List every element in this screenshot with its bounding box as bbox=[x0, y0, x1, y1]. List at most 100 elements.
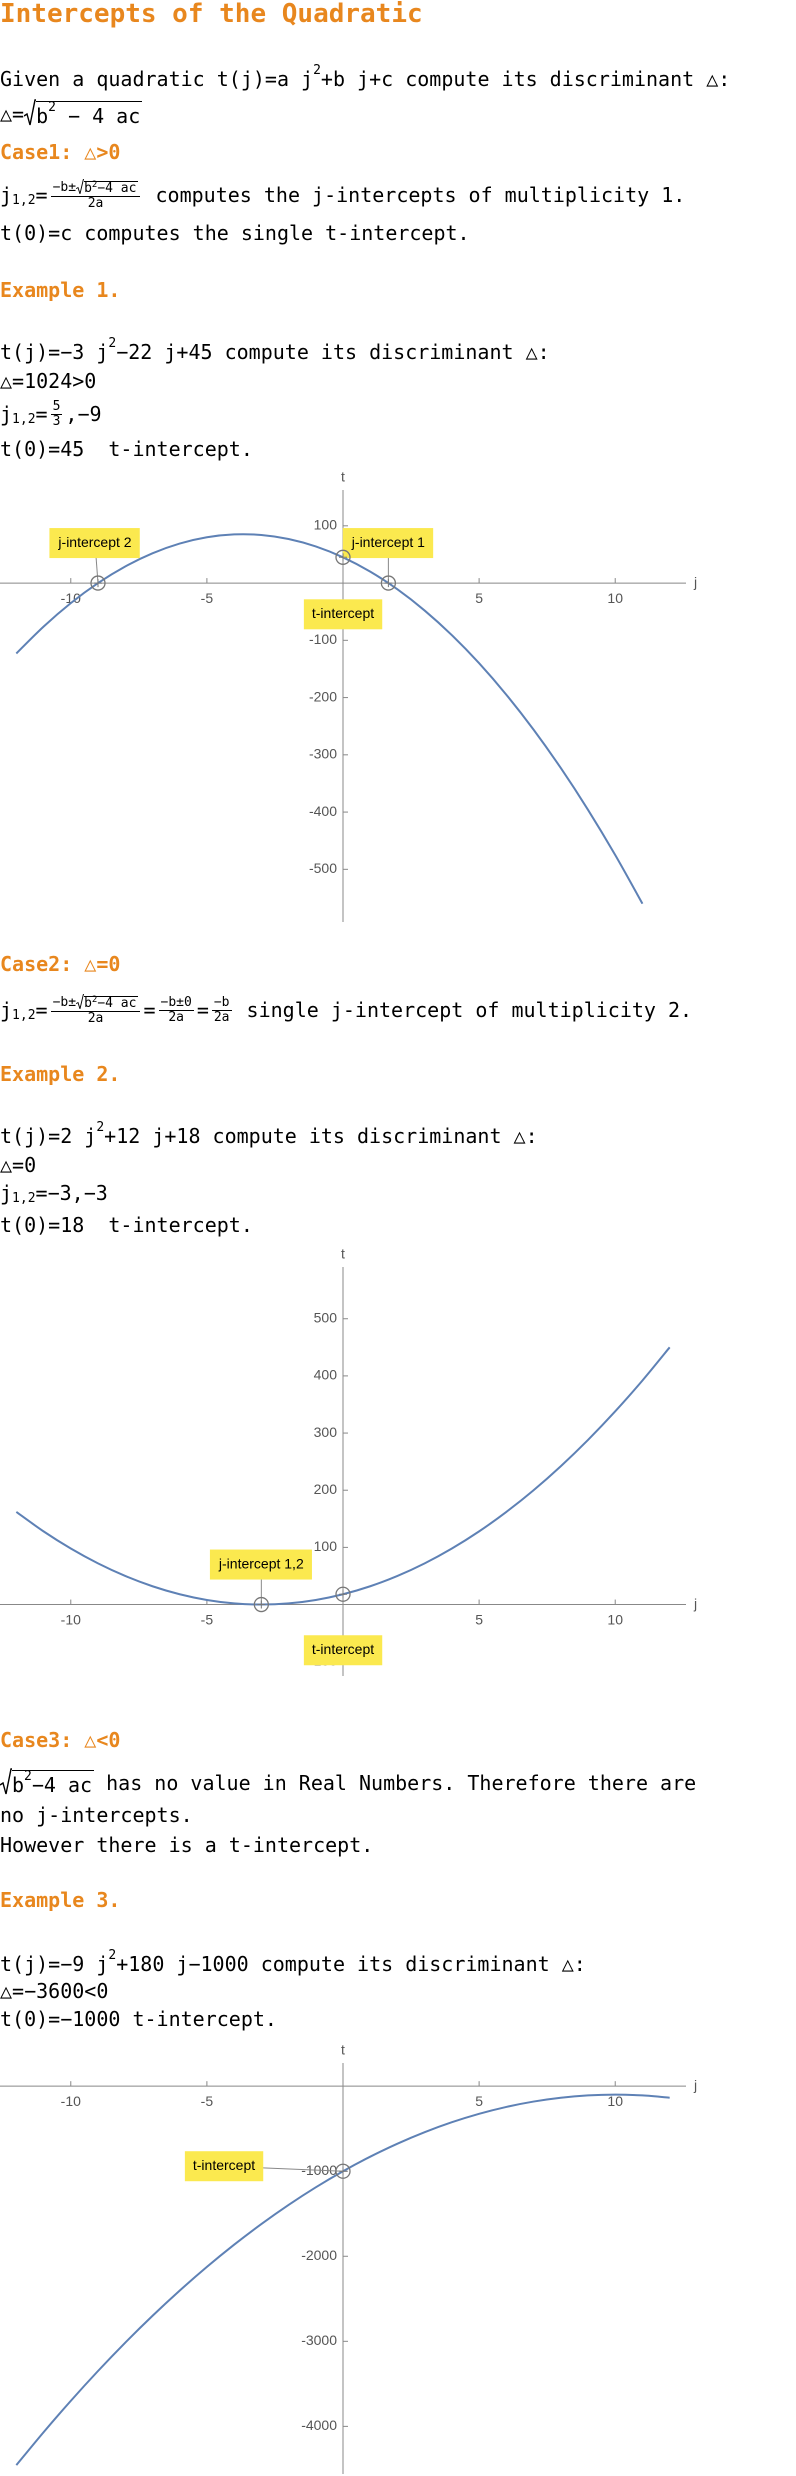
text-line: t(0)=c computes the single t-intercept. bbox=[0, 219, 470, 247]
fraction: −b± b 2 −4 ac 2a bbox=[50, 179, 141, 211]
y-tick-label: -100 bbox=[309, 631, 337, 647]
text-run: t(j)=−9 j bbox=[0, 1952, 109, 1976]
text-run: +b j+c compute its discriminant △: bbox=[320, 67, 731, 91]
numerator: 5 bbox=[50, 399, 63, 415]
text-line: t(0)=18 t-intercept. bbox=[0, 1211, 253, 1239]
x-axis-label: j bbox=[693, 574, 697, 590]
square-root: b 2 −4 ac bbox=[76, 994, 139, 1011]
radical-stroke bbox=[0, 1767, 12, 1794]
section-heading: Example 1. bbox=[0, 278, 121, 302]
square-root: b 2 −4 ac bbox=[76, 179, 139, 196]
fraction: −b± b 2 −4 ac 2a bbox=[50, 994, 141, 1026]
x-tick-label: -10 bbox=[61, 1611, 81, 1627]
point-cross bbox=[384, 579, 393, 588]
x-tick-label: 10 bbox=[607, 1611, 623, 1627]
y-tick-label: 200 bbox=[314, 1481, 338, 1497]
y-tick-label: -2000 bbox=[301, 2247, 337, 2263]
text-line: t(j)=−3 j 2 −22 j+45 compute its discrimin… bbox=[0, 336, 550, 366]
text-run: △= bbox=[0, 102, 25, 126]
text-run: =−3,−3 bbox=[35, 1181, 108, 1205]
point-cross bbox=[94, 579, 102, 588]
superscript: 2 bbox=[108, 336, 117, 351]
text-line: △=1024>0 bbox=[0, 367, 96, 395]
radicand: b 2 −4 ac bbox=[12, 1769, 95, 1799]
text-run: ,−9 bbox=[65, 402, 102, 426]
text-run: t(j)=2 j bbox=[0, 1124, 97, 1148]
text-run: Given a quadratic t(j)=a j bbox=[0, 67, 314, 91]
text-run: 3 bbox=[52, 413, 61, 429]
numerator: −b±0 bbox=[158, 995, 194, 1011]
fraction: −b 2a bbox=[211, 995, 232, 1025]
radical-sign bbox=[76, 994, 85, 1009]
radicand: b 2 −4 ac bbox=[84, 995, 139, 1011]
denominator: 2a bbox=[212, 1009, 232, 1025]
intercept-point bbox=[90, 575, 106, 591]
annotation-box bbox=[209, 1549, 312, 1580]
radical-stroke bbox=[24, 98, 37, 125]
denominator: 2a bbox=[166, 1010, 186, 1025]
annotation-box bbox=[303, 1635, 383, 1666]
text-line: no j-intercepts. bbox=[0, 1801, 193, 1829]
y-axis-label: t bbox=[341, 2042, 345, 2058]
x-tick-label: -5 bbox=[201, 590, 214, 606]
x-tick-label: 5 bbox=[475, 2093, 483, 2109]
text-run: 2a bbox=[87, 196, 104, 211]
y-tick-label: 500 bbox=[314, 1309, 338, 1325]
intercept-point bbox=[335, 549, 351, 565]
y-tick-label: 100 bbox=[314, 517, 338, 533]
radicand: b 2 −4 ac bbox=[84, 180, 139, 196]
text-run: − 4 ac bbox=[55, 103, 141, 128]
section-heading: Case3: △<0 bbox=[0, 1728, 121, 1752]
numerator: −b± b 2 −4 ac bbox=[50, 994, 141, 1012]
text-run: −4 ac bbox=[97, 996, 137, 1011]
y-tick-label: -4000 bbox=[301, 2417, 337, 2433]
text-line: j 1,2 = −b± b 2 −4 ac 2a = −b±0 2a = −b 2a single j-i… bbox=[0, 994, 692, 1026]
text-run: −4 ac bbox=[97, 181, 137, 196]
x-tick-label: -10 bbox=[61, 2093, 81, 2109]
y-tick-label: -500 bbox=[309, 860, 337, 876]
text-run: −4 ac bbox=[31, 1772, 93, 1797]
annotation-label: t-intercept bbox=[193, 2157, 255, 2173]
text-run: b bbox=[84, 996, 92, 1011]
subscript: 1,2 bbox=[12, 412, 36, 427]
text-line: j 1,2 =−3,−3 bbox=[0, 1179, 108, 1207]
text-run: t(0)=45 t-intercept. bbox=[0, 437, 253, 461]
annotation-box bbox=[184, 2151, 264, 2182]
text-run: t(0)=18 t-intercept. bbox=[0, 1213, 253, 1237]
text-run: 2a bbox=[213, 1009, 230, 1025]
x-tick-label: -5 bbox=[201, 2093, 214, 2109]
text-run: j bbox=[0, 998, 13, 1022]
denominator: 2a bbox=[86, 197, 106, 211]
text-run: t(0)=c computes the single t-intercept. bbox=[0, 221, 470, 245]
text-run: computes the j-intercepts of multiplicit… bbox=[143, 183, 686, 207]
document-title: Intercepts of the Quadratic bbox=[0, 0, 423, 29]
y-tick-label: -400 bbox=[309, 803, 337, 819]
text-line: j 1,2 = −b± b 2 −4 ac 2a computes the j-interce… bbox=[0, 179, 686, 211]
text-run: −b± bbox=[52, 994, 77, 1010]
text-run: = bbox=[35, 998, 48, 1022]
point-cross bbox=[339, 2167, 347, 2176]
text-run: △=1024>0 bbox=[0, 369, 97, 393]
section-heading: Example 3. bbox=[0, 1888, 121, 1912]
radical-stroke bbox=[76, 994, 85, 1009]
superscript: 2 bbox=[108, 1948, 117, 1963]
text-run: t(j)=−3 j bbox=[0, 340, 109, 364]
text-run: j bbox=[0, 183, 13, 207]
section-heading: Example 2. bbox=[0, 1062, 121, 1086]
text-run: = bbox=[143, 998, 156, 1022]
text-line: △=0 bbox=[0, 1151, 36, 1179]
section-heading: Case2: △=0 bbox=[0, 952, 121, 976]
x-axis-label: j bbox=[693, 1595, 697, 1611]
x-tick-label: 5 bbox=[475, 1611, 483, 1627]
intercept-point bbox=[380, 575, 397, 591]
point-cross bbox=[257, 1600, 266, 1609]
y-axis-label: t bbox=[341, 1246, 345, 1262]
text-line: j 1,2 = 5 3 ,−9 bbox=[0, 399, 102, 429]
text-line: t(0)=45 t-intercept. bbox=[0, 435, 253, 463]
numerator: −b bbox=[211, 995, 232, 1011]
superscript: 2 bbox=[91, 180, 98, 190]
text-line: t(0)=−1000 t-intercept. bbox=[0, 2005, 277, 2033]
